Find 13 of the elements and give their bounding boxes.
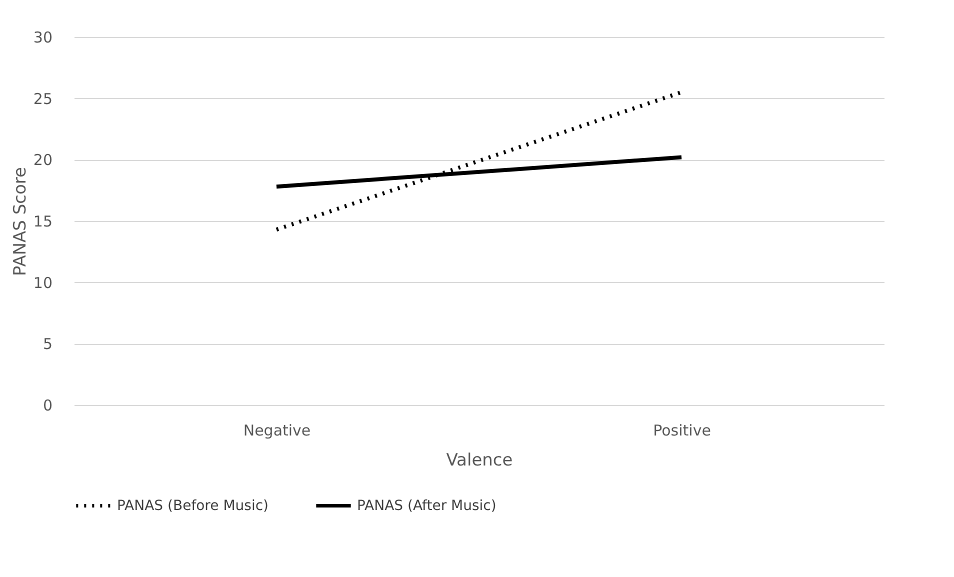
y-tick-label: 5 bbox=[42, 335, 52, 354]
y-tick-label: 0 bbox=[42, 396, 52, 414]
y-axis-title: PANAS Score bbox=[10, 167, 30, 276]
y-tick-label: 15 bbox=[33, 212, 52, 230]
y-tick-label: 20 bbox=[33, 151, 52, 170]
y-tick-label: 25 bbox=[33, 90, 52, 108]
x-tick-label: Positive bbox=[653, 422, 711, 440]
x-tick-label: Negative bbox=[243, 422, 311, 440]
y-tick-label: 10 bbox=[33, 274, 52, 292]
legend-label: PANAS (After Music) bbox=[357, 498, 496, 514]
x-axis-title: Valence bbox=[446, 450, 513, 470]
y-tick-label: 30 bbox=[33, 28, 52, 46]
legend-label: PANAS (Before Music) bbox=[117, 498, 268, 514]
